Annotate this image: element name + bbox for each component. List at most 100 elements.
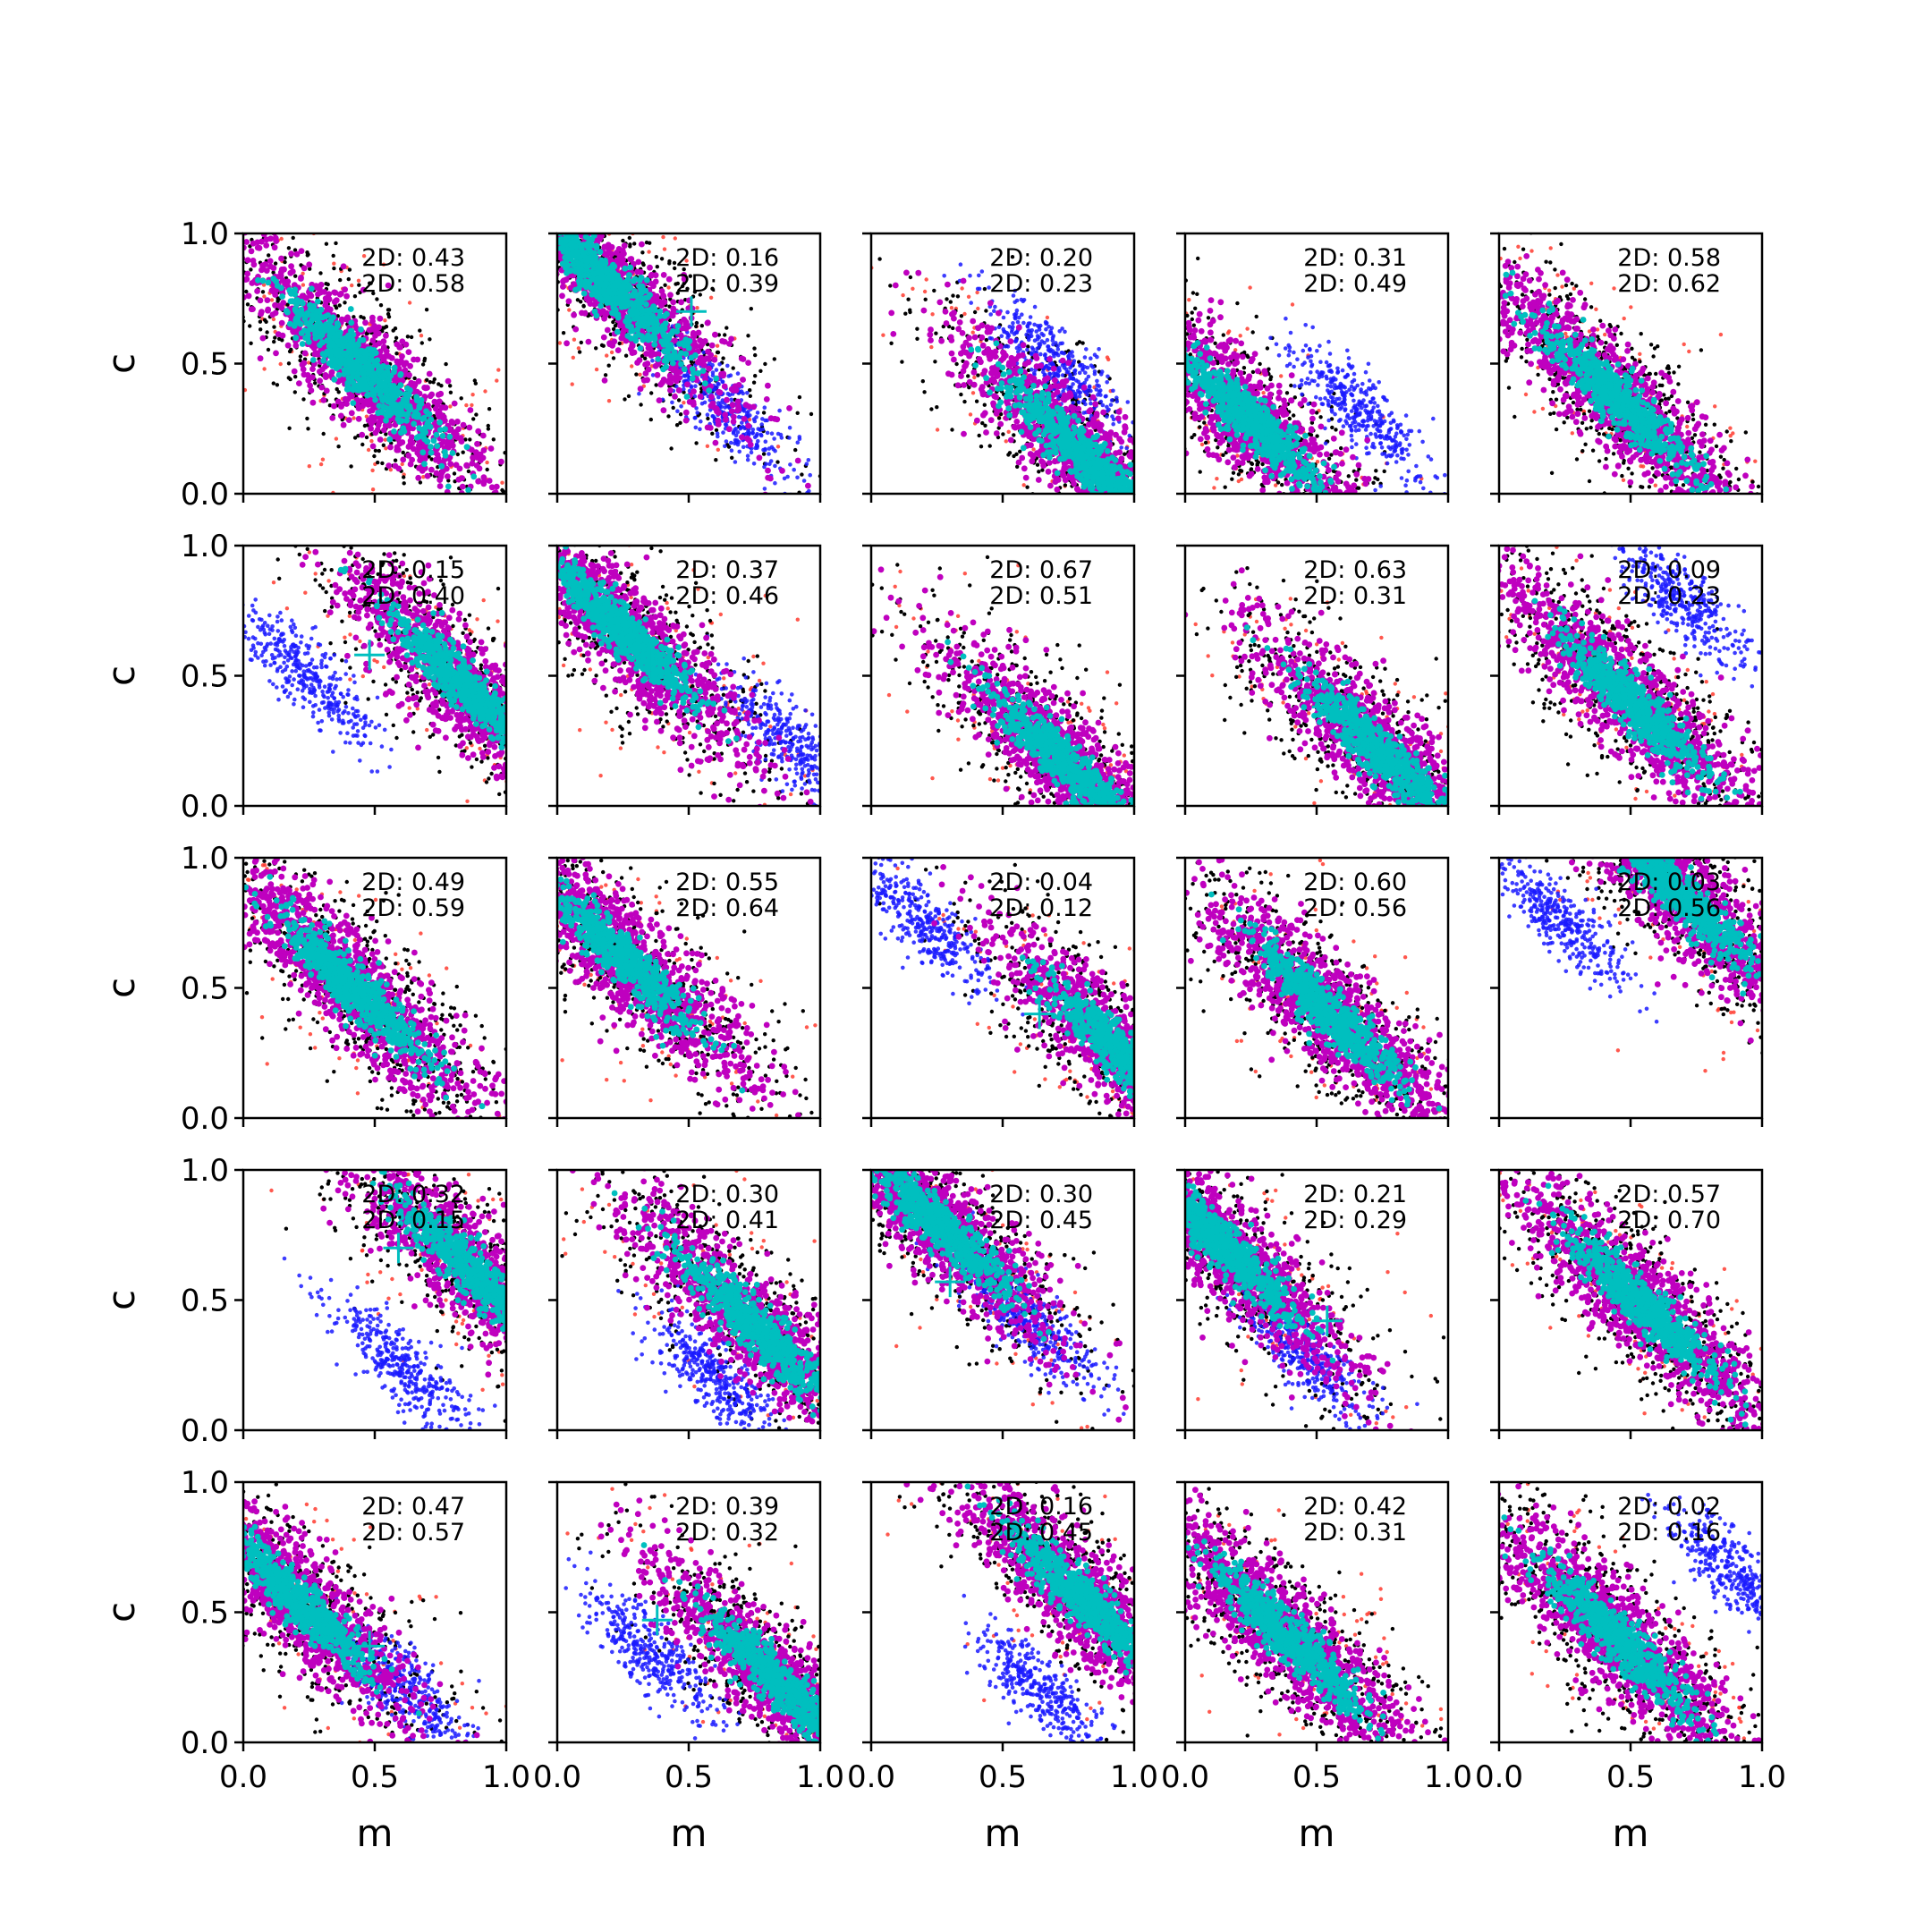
- scatter-point: [273, 351, 279, 357]
- scatter-point: [330, 341, 336, 347]
- scatter-point: [602, 310, 608, 317]
- scatter-point: [358, 326, 364, 333]
- scatter-point: [545, 259, 548, 263]
- scatter-point: [602, 223, 606, 226]
- scatter-point: [470, 473, 477, 479]
- scatter-point: [623, 397, 626, 401]
- scatter-point: [420, 498, 424, 502]
- scatter-point: [567, 308, 571, 311]
- scatter-point: [666, 414, 670, 418]
- scatter-point: [235, 286, 242, 292]
- scatter-point: [419, 334, 423, 337]
- scatter-point: [739, 434, 745, 440]
- scatter-point: [580, 220, 587, 226]
- scatter-point: [287, 246, 291, 250]
- scatter-point: [245, 257, 251, 263]
- scatter-point: [750, 307, 753, 310]
- scatter-point: [470, 393, 474, 396]
- scatter-point: [638, 373, 641, 377]
- scatter-point: [258, 267, 265, 274]
- scatter-point: [745, 423, 751, 429]
- scatter-point: [592, 223, 596, 226]
- scatter-point: [657, 397, 663, 403]
- scatter-point: [787, 436, 792, 440]
- scatter-point: [440, 433, 446, 439]
- scatter-point: [553, 349, 556, 352]
- scatter-point: [606, 242, 612, 248]
- scatter-point: [371, 349, 377, 355]
- scatter-point: [292, 292, 298, 298]
- scatter-point: [713, 376, 719, 382]
- scatter-point: [481, 474, 487, 480]
- scatter-point: [763, 419, 767, 423]
- scatter-point: [761, 448, 766, 453]
- scatter-point: [572, 338, 576, 342]
- scatter-point: [402, 451, 405, 454]
- scatter-point: [362, 349, 369, 355]
- scatter-point: [457, 496, 461, 500]
- scatter-point: [391, 428, 397, 435]
- scatter-point: [249, 248, 255, 254]
- scatter-point: [353, 351, 360, 357]
- scatter-point: [549, 252, 555, 258]
- scatter-point: [280, 338, 284, 342]
- scatter-point: [562, 331, 565, 335]
- scatter-point: [547, 237, 554, 243]
- scatter-point: [730, 402, 736, 408]
- scatter-point: [343, 301, 346, 304]
- scatter-point: [402, 392, 409, 398]
- scatter-point: [394, 459, 397, 462]
- scatter-point: [542, 219, 548, 225]
- scatter-point: [397, 372, 403, 378]
- scatter-point: [443, 453, 449, 459]
- scatter-point: [752, 381, 756, 385]
- scatter-point: [269, 288, 275, 294]
- scatter-point: [793, 448, 797, 452]
- scatter-point: [606, 223, 610, 226]
- scatter-point: [425, 308, 428, 311]
- scatter-point: [606, 250, 612, 257]
- scatter-point: [597, 261, 604, 267]
- scatter-point: [475, 496, 479, 499]
- scatter-point: [367, 327, 373, 334]
- scatter-point: [748, 442, 754, 448]
- scatter-point: [254, 240, 260, 246]
- scatter-point: [661, 235, 665, 239]
- scatter-point: [576, 225, 582, 231]
- scatter-point: [726, 426, 733, 432]
- scatter-point: [675, 423, 679, 427]
- scatter-point: [372, 430, 378, 436]
- scatter-point: [702, 380, 708, 386]
- scatter-point: [593, 289, 599, 295]
- scatter-point: [581, 304, 585, 308]
- scatter-point: [411, 357, 417, 363]
- scatter-point: [545, 247, 551, 253]
- scatter-point: [934, 332, 937, 335]
- scatter-point: [627, 265, 633, 271]
- scatter-point: [682, 336, 689, 343]
- scatter-point: [272, 381, 275, 385]
- scatter-point: [670, 360, 676, 367]
- scatter-point: [377, 389, 384, 395]
- scatter-point: [716, 448, 720, 452]
- scatter-point: [1007, 430, 1011, 434]
- scatter-point: [975, 291, 979, 294]
- scatter-point: [406, 349, 412, 355]
- scatter-point: [611, 290, 617, 296]
- scatter-point: [244, 271, 250, 277]
- scatter-point: [341, 343, 347, 350]
- scatter-point: [292, 335, 299, 341]
- scatter-point: [547, 234, 554, 241]
- scatter-point: [658, 327, 665, 334]
- scatter-point: [627, 256, 633, 262]
- scatter-point: [770, 445, 775, 450]
- scatter-point: [456, 453, 460, 456]
- scatter-point: [428, 394, 434, 400]
- scatter-point: [930, 312, 934, 316]
- scatter-point: [724, 326, 728, 329]
- scatter-point: [413, 409, 419, 415]
- scatter-point: [284, 309, 291, 316]
- scatter-point: [352, 416, 355, 419]
- scatter-point: [357, 279, 360, 283]
